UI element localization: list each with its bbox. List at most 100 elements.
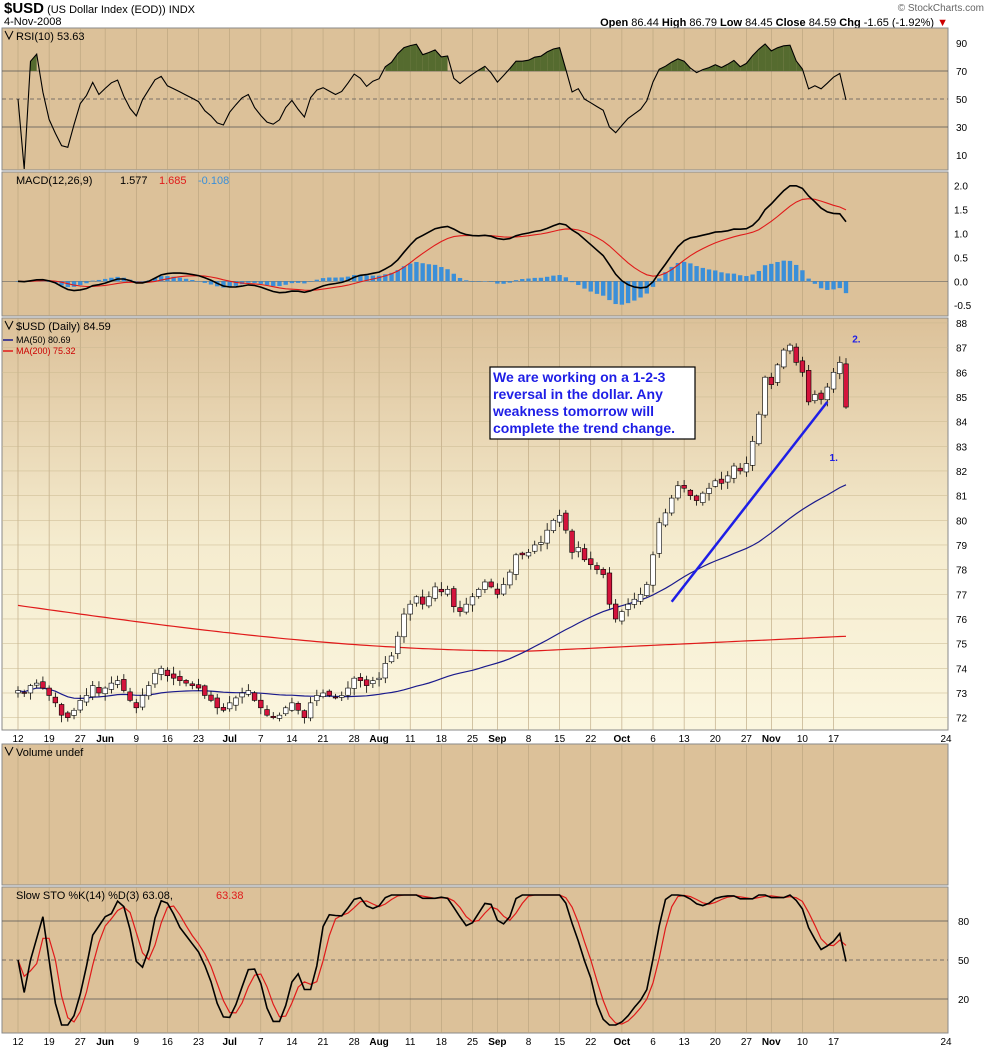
- x-axis-label-bottom: Sep: [488, 1037, 506, 1048]
- x-axis-label-bottom: 12: [12, 1037, 24, 1048]
- rsi-overbought-fill: [391, 53, 398, 71]
- candle-up: [407, 603, 413, 615]
- candle-up: [525, 552, 532, 557]
- candle-up: [631, 598, 637, 605]
- macd-histogram-bar: [470, 281, 475, 282]
- candle-up: [239, 692, 245, 698]
- price-title: $USD (Daily) 84.59: [16, 321, 111, 333]
- price-tick-label: 81: [956, 492, 968, 503]
- x-axis-label-bottom: 6: [650, 1037, 656, 1048]
- macd-histogram-bar: [719, 272, 724, 282]
- rsi-overbought-fill: [727, 60, 734, 71]
- candle-up: [787, 344, 793, 352]
- open-value: 86.44: [631, 17, 659, 29]
- candle-up: [90, 685, 96, 698]
- macd-histogram-bar: [638, 281, 643, 298]
- macd-histogram-bar: [208, 281, 214, 285]
- rsi-overbought-fill: [553, 47, 560, 71]
- macd-histogram-bar: [482, 281, 488, 282]
- candle-down: [121, 679, 127, 691]
- rsi-overbought-fill: [671, 58, 678, 71]
- candle-up: [227, 702, 233, 710]
- macd-histogram-bar: [302, 281, 307, 284]
- candle-up: [463, 603, 469, 613]
- macd-histogram-bar: [295, 281, 301, 283]
- candle-down: [164, 669, 171, 677]
- macd-histogram-bar: [737, 275, 743, 282]
- candle-up: [444, 589, 451, 595]
- sto-tick-label: 20: [958, 995, 970, 1006]
- macd-histogram-bar: [140, 281, 145, 282]
- macd-histogram-bar: [775, 262, 780, 282]
- candle-down: [693, 495, 700, 501]
- candle-up: [469, 596, 476, 606]
- rsi-overbought-fill: [721, 64, 728, 71]
- candle-up: [625, 603, 631, 610]
- price-tick-label: 88: [956, 319, 968, 330]
- price-tick-label: 75: [956, 640, 968, 651]
- annotation-box: [489, 366, 696, 440]
- rsi-title: RSI(10) 53.63: [16, 31, 84, 43]
- x-axis-label-bottom: Jul: [222, 1037, 237, 1048]
- macd-histogram-bar: [632, 281, 637, 301]
- candle-up: [556, 515, 563, 523]
- price-tick-label: 73: [956, 689, 968, 700]
- candle-up: [619, 611, 625, 622]
- macd-histogram-bar: [134, 281, 139, 282]
- rsi-overbought-fill: [528, 57, 535, 71]
- candle-down: [718, 478, 725, 484]
- annotation-line: reversal in the dollar. Any: [493, 386, 663, 402]
- macd-tick-label: 1.0: [954, 229, 968, 240]
- macd-histogram-bar: [544, 276, 550, 282]
- close-value: 84.59: [808, 17, 837, 29]
- macd-histogram-bar: [837, 281, 842, 289]
- macd-histogram-bar: [152, 278, 158, 282]
- macd-histogram-bar: [414, 262, 419, 282]
- macd-histogram-bar: [426, 264, 432, 282]
- x-axis-label-bottom: 15: [554, 1037, 566, 1048]
- candle-up: [158, 668, 164, 675]
- macd-histogram-bar: [401, 266, 407, 282]
- candle-up: [27, 685, 34, 694]
- rsi-overbought-fill: [410, 44, 417, 71]
- macd-histogram-bar: [800, 270, 805, 282]
- symbol-description: (US Dollar Index (EOD)): [47, 4, 166, 16]
- candle-up: [712, 480, 718, 487]
- rsi-tick-label: 70: [956, 67, 968, 78]
- candle-up: [544, 529, 550, 544]
- price-tick-label: 74: [956, 664, 968, 675]
- candle-down: [438, 588, 445, 593]
- candle-up: [756, 413, 762, 445]
- candle-down: [214, 697, 220, 709]
- rsi-overbought-fill: [385, 62, 392, 71]
- rsi-overbought-fill: [789, 45, 797, 71]
- candle-down: [65, 712, 71, 718]
- candle-down: [737, 467, 743, 472]
- macd-histogram-bar: [594, 281, 600, 294]
- macd-histogram-bar: [233, 281, 239, 286]
- macd-histogram-bar: [607, 281, 612, 301]
- close-label: Close: [775, 17, 806, 29]
- high-label: High: [661, 17, 687, 29]
- candle-up: [339, 695, 345, 698]
- x-axis-label-bottom: 21: [317, 1037, 329, 1048]
- macd-histogram-bar: [551, 275, 556, 282]
- candle-up: [476, 589, 482, 597]
- candle-up: [102, 687, 108, 695]
- macd-histogram-bar: [289, 281, 295, 284]
- candle-up: [108, 682, 115, 690]
- macd-histogram-bar: [675, 262, 681, 282]
- candle-down: [419, 596, 426, 605]
- x-axis-label-bottom: Nov: [762, 1037, 781, 1048]
- price-tick-label: 85: [956, 393, 968, 404]
- sto-k-line: [17, 894, 847, 1026]
- macd-histogram-bar: [227, 281, 232, 288]
- ma50-legend-label: MA(50) 80.69: [16, 335, 71, 345]
- macd-histogram-bar: [190, 279, 195, 282]
- rsi-overbought-fill: [746, 55, 753, 71]
- rsi-tick-label: 90: [956, 39, 968, 50]
- candle-down: [270, 715, 276, 718]
- low-label: Low: [720, 17, 742, 29]
- x-axis-label: 25: [467, 734, 479, 745]
